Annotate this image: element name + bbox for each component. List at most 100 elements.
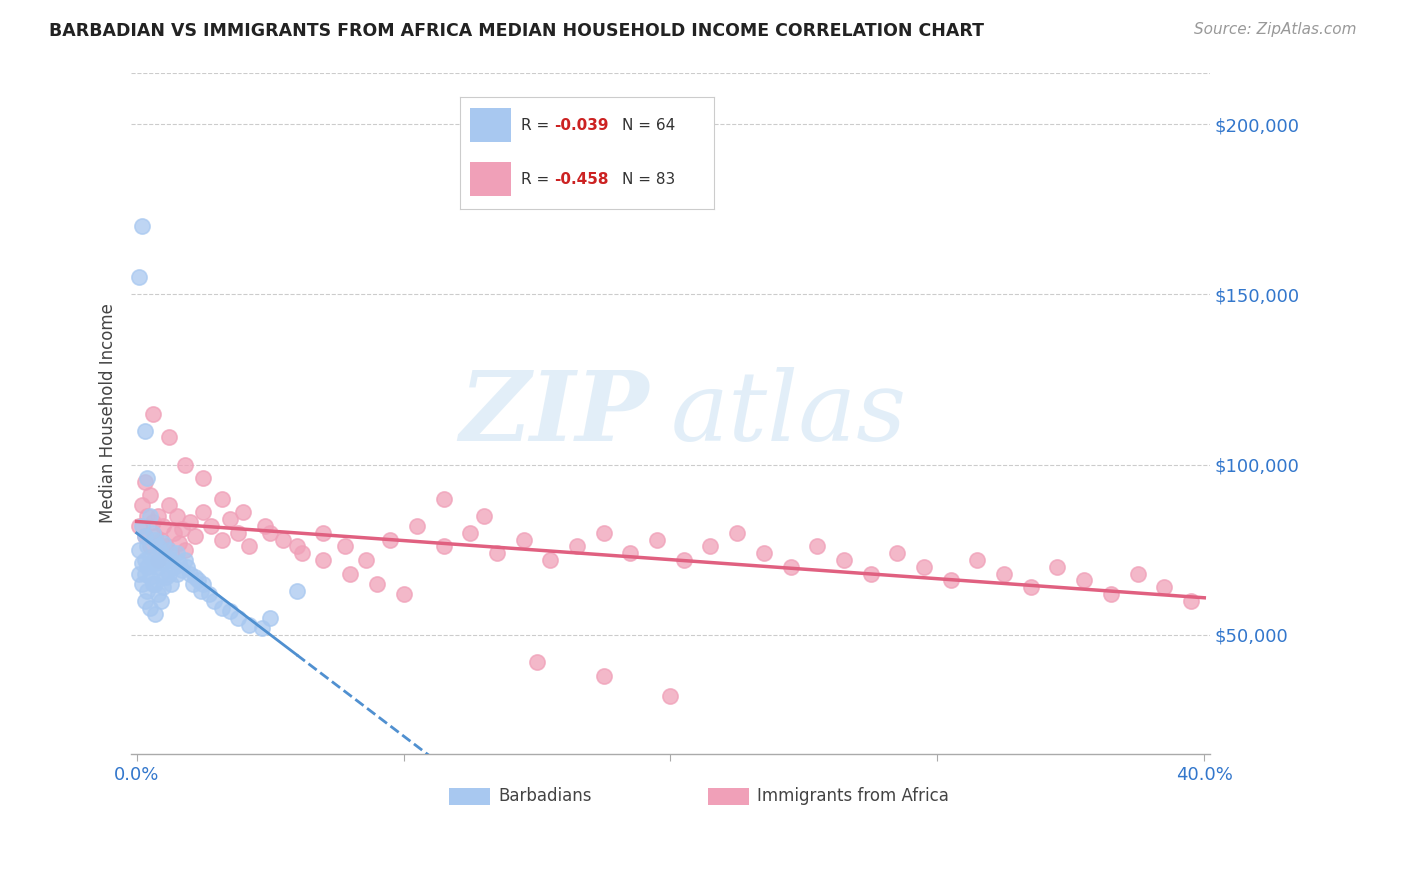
Point (157, 542, 180, 557)
Point (179, 566, 201, 581)
Point (131, 557, 153, 571)
Point (202, 594, 225, 608)
Point (152, 536, 174, 550)
Point (179, 516, 201, 530)
Point (139, 570, 162, 584)
Point (259, 525, 281, 540)
Point (806, 539, 828, 553)
Point (157, 566, 180, 581)
Point (170, 563, 193, 577)
Point (273, 533, 295, 547)
Point (146, 587, 169, 601)
Point (163, 559, 186, 574)
Point (939, 574, 962, 588)
Point (187, 574, 209, 588)
Point (142, 525, 165, 540)
Point (139, 508, 162, 523)
Point (592, 525, 614, 540)
Text: Immigrants from Africa: Immigrants from Africa (756, 788, 949, 805)
Point (142, 407, 165, 421)
Point (285, 583, 308, 598)
Point (143, 533, 166, 547)
Point (139, 488, 162, 502)
Point (134, 424, 156, 438)
Point (226, 611, 249, 625)
Point (139, 539, 162, 553)
Point (259, 611, 281, 625)
Point (139, 549, 162, 564)
Point (152, 557, 174, 571)
Point (166, 508, 188, 523)
Point (285, 539, 308, 553)
Text: Source: ZipAtlas.com: Source: ZipAtlas.com (1194, 22, 1357, 37)
Point (152, 580, 174, 594)
Point (312, 553, 335, 567)
Point (146, 553, 169, 567)
Point (211, 600, 233, 615)
Point (173, 458, 195, 472)
Point (485, 546, 508, 560)
Point (155, 570, 177, 584)
Point (366, 576, 388, 591)
Point (142, 576, 165, 591)
Point (143, 576, 166, 591)
Point (146, 559, 169, 574)
Point (157, 499, 180, 513)
Point (136, 539, 159, 553)
Point (149, 566, 172, 581)
Point (131, 519, 153, 533)
Point (184, 570, 207, 584)
Point (200, 519, 222, 533)
Point (197, 587, 219, 601)
Point (131, 219, 153, 234)
Point (432, 491, 454, 506)
Point (170, 522, 193, 536)
Point (149, 533, 172, 547)
Point (142, 553, 165, 567)
Point (128, 270, 150, 285)
Point (1126, 566, 1149, 581)
Text: ZIP: ZIP (460, 367, 648, 460)
Point (131, 576, 153, 591)
Point (166, 546, 188, 560)
Point (146, 508, 169, 523)
Point (160, 576, 183, 591)
Point (725, 525, 748, 540)
Point (143, 607, 166, 622)
Point (966, 553, 988, 567)
Point (312, 525, 335, 540)
Point (211, 533, 233, 547)
Point (565, 539, 588, 553)
Point (659, 689, 682, 703)
Point (173, 542, 195, 557)
Point (176, 559, 198, 574)
Point (832, 553, 855, 567)
Point (136, 559, 159, 574)
Point (193, 471, 215, 485)
Point (472, 508, 495, 523)
Point (1099, 587, 1122, 601)
Point (1153, 580, 1175, 594)
Point (128, 519, 150, 533)
Point (184, 529, 207, 543)
Point (291, 546, 314, 560)
Point (190, 583, 212, 598)
Bar (709, 789, 749, 805)
Point (143, 529, 166, 543)
Bar (450, 789, 491, 805)
Point (163, 525, 186, 540)
Point (226, 525, 249, 540)
Point (219, 512, 242, 526)
Point (232, 505, 254, 519)
Point (238, 617, 260, 632)
Point (173, 553, 195, 567)
Point (134, 566, 156, 581)
Point (339, 566, 361, 581)
Point (211, 491, 233, 506)
Point (142, 516, 165, 530)
Point (1180, 594, 1202, 608)
Point (526, 655, 548, 669)
Point (1073, 574, 1095, 588)
Point (136, 508, 159, 523)
Point (134, 553, 156, 567)
